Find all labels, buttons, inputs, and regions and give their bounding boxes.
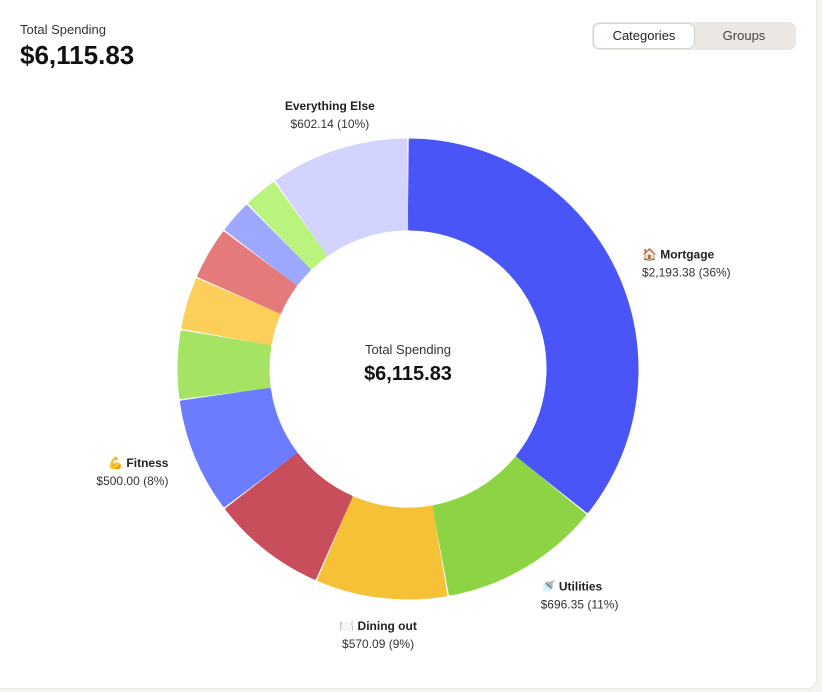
- donut-slice-unlabeled-9[interactable]: [248, 182, 328, 270]
- slice-label-name: 🚿 Utilities: [541, 579, 603, 593]
- slice-label-name: Everything Else: [285, 99, 375, 113]
- total-spending-label: Total Spending: [20, 22, 107, 37]
- slice-label-mortgage: 🏠 Mortgage $2,193.38 (36%): [642, 247, 731, 279]
- slice-label-everything-else: Everything Else $602.14 (10%): [285, 99, 375, 131]
- slice-label-utilities: 🚿 Utilities $696.35 (11%): [541, 579, 619, 611]
- toggle-groups[interactable]: Groups: [722, 28, 766, 43]
- center-total-value: $6,115.83: [364, 363, 452, 385]
- slice-label-fitness: 💪 Fitness $500.00 (8%): [96, 456, 168, 488]
- slice-label-name: 🏠 Mortgage: [642, 247, 715, 261]
- donut-slice-unlabeled-5[interactable]: [177, 330, 272, 400]
- view-toggle: Categories Groups: [592, 22, 796, 50]
- donut-slice-everything-else[interactable]: [275, 138, 409, 256]
- slice-label-name: 🍽️ Dining out: [339, 619, 417, 633]
- toggle-categories[interactable]: Categories: [594, 24, 694, 48]
- slice-label-value: $570.09 (9%): [342, 637, 414, 651]
- donut-slice-unlabeled-6[interactable]: [181, 278, 281, 346]
- donut-slice-unlabeled-7[interactable]: [197, 231, 297, 314]
- slice-label-value: $602.14 (10%): [290, 117, 369, 131]
- donut-slice-dining-out[interactable]: [317, 496, 448, 600]
- center-total-label: Total Spending: [365, 342, 451, 357]
- slice-label-value: $500.00 (8%): [96, 474, 168, 488]
- donut-slice-utilities[interactable]: [432, 456, 587, 596]
- donut-slice-unlabeled-3[interactable]: [225, 453, 353, 580]
- total-spending-value: $6,115.83: [20, 40, 135, 70]
- donut-slice-fitness[interactable]: [179, 387, 298, 508]
- donut-slice-mortgage[interactable]: [407, 138, 639, 513]
- slice-label-dining-out: 🍽️ Dining out $570.09 (9%): [339, 619, 417, 651]
- slice-label-name: 💪 Fitness: [108, 456, 169, 470]
- slice-label-value: $696.35 (11%): [541, 597, 619, 611]
- slice-label-value: $2,193.38 (36%): [642, 265, 731, 279]
- donut-slice-unlabeled-8[interactable]: [224, 204, 311, 286]
